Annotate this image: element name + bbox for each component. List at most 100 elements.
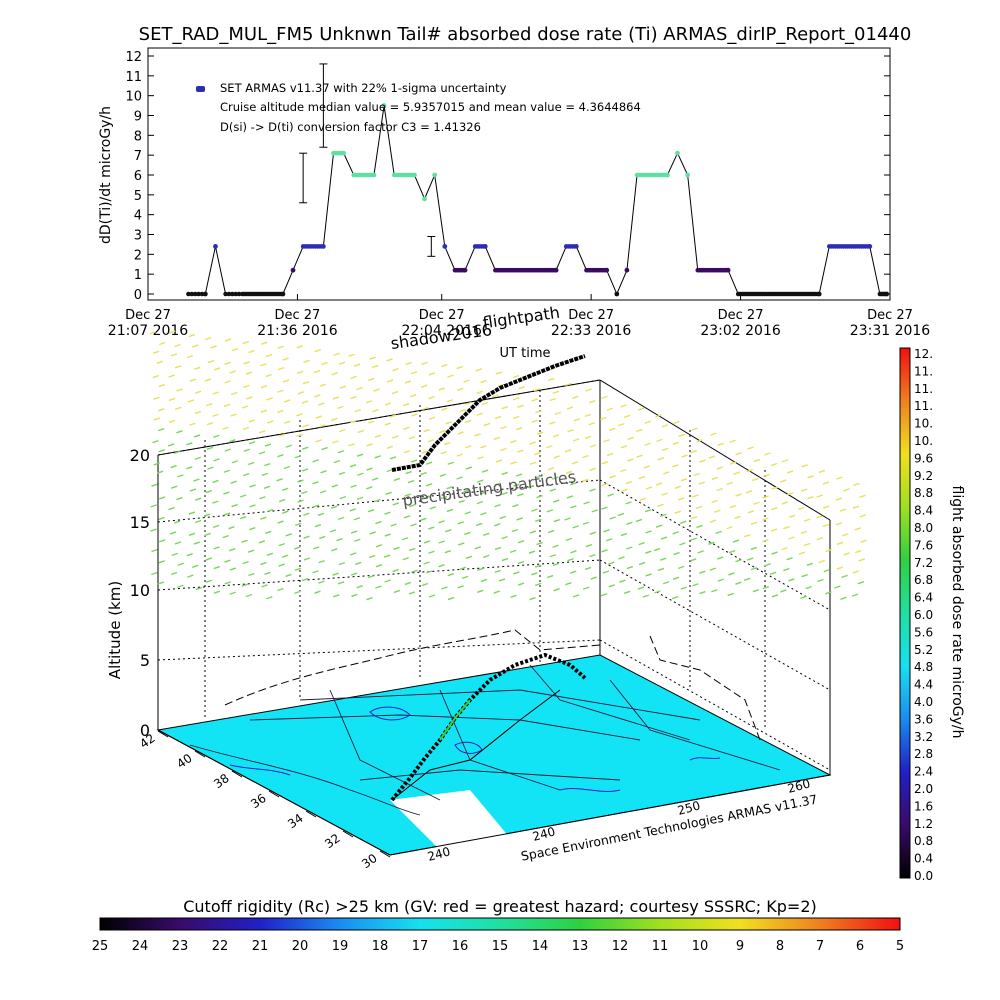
series-point bbox=[233, 291, 238, 297]
precip-dash bbox=[239, 516, 247, 520]
precip-dash bbox=[620, 468, 627, 473]
precip-dash bbox=[443, 441, 451, 446]
precip-dash bbox=[188, 532, 196, 536]
precip-dash bbox=[552, 562, 560, 567]
precip-dash bbox=[174, 343, 181, 348]
precip-dash bbox=[588, 422, 596, 426]
precip-dash bbox=[353, 517, 361, 521]
timeseries-x-axis-label: UT time bbox=[500, 346, 551, 361]
precip-dash bbox=[277, 366, 285, 371]
precip-dash bbox=[803, 518, 811, 522]
precip-dash bbox=[403, 426, 410, 430]
precip-dash bbox=[513, 396, 520, 401]
precip-dash bbox=[637, 586, 645, 590]
precip-dash bbox=[674, 485, 681, 489]
precip-dash bbox=[384, 402, 392, 406]
precip-dash bbox=[618, 422, 625, 427]
precip-dash bbox=[372, 408, 379, 413]
precip-dash bbox=[458, 499, 465, 504]
precip-dash bbox=[438, 564, 445, 568]
precip-dash bbox=[332, 440, 339, 444]
precip-dash bbox=[474, 433, 481, 437]
series-point bbox=[189, 291, 195, 297]
precip-dash bbox=[764, 452, 771, 456]
precip-dash bbox=[248, 441, 256, 445]
precip-dash bbox=[350, 552, 357, 556]
precip-dash bbox=[249, 527, 256, 531]
precip-dash bbox=[187, 574, 194, 578]
precip-dash bbox=[564, 517, 571, 521]
precip-dash bbox=[549, 488, 557, 492]
right-colorbar-tick: 8.4 bbox=[914, 504, 933, 518]
precip-dash bbox=[582, 478, 589, 483]
precip-dash bbox=[584, 413, 592, 418]
right-colorbar-tick: 1.6 bbox=[914, 799, 933, 813]
precip-dash bbox=[356, 386, 363, 391]
precip-dash bbox=[389, 456, 397, 460]
precip-dash bbox=[312, 504, 320, 508]
precip-dash bbox=[509, 549, 517, 554]
precip-dash bbox=[661, 424, 669, 428]
precip-dash bbox=[194, 456, 201, 460]
precip-dash bbox=[546, 445, 553, 449]
precip-dash bbox=[158, 383, 166, 388]
series-point bbox=[442, 244, 448, 249]
precip-dash bbox=[402, 403, 410, 407]
precip-dash bbox=[727, 592, 734, 597]
precip-dash bbox=[783, 567, 790, 572]
precip-dash bbox=[529, 597, 536, 601]
precip-dash bbox=[186, 354, 194, 359]
precip-dash bbox=[261, 584, 268, 588]
right-colorbar-tick: 6.8 bbox=[914, 573, 933, 587]
precip-dash bbox=[603, 529, 610, 533]
precip-dash bbox=[659, 513, 667, 518]
bottom-colorbar-tick: 14 bbox=[532, 939, 549, 954]
precip-dash bbox=[312, 459, 319, 463]
precip-dash bbox=[228, 526, 235, 530]
precip-dash bbox=[644, 420, 652, 424]
precip-dash bbox=[573, 438, 580, 442]
precip-dash bbox=[680, 478, 688, 482]
precip-dash bbox=[420, 517, 427, 521]
map-white-region bbox=[390, 790, 520, 860]
precip-dash bbox=[517, 449, 524, 453]
precip-dash bbox=[194, 366, 201, 370]
precip-dash bbox=[750, 546, 757, 551]
bottom-colorbar-tick: 7 bbox=[816, 939, 824, 954]
precip-dash bbox=[392, 568, 399, 573]
precip-dash bbox=[366, 443, 373, 447]
precip-dash bbox=[224, 581, 231, 585]
precip-dash bbox=[318, 580, 325, 584]
precip-dash bbox=[422, 406, 429, 411]
precip-dash bbox=[635, 518, 643, 523]
bottom-colorbar-tick: 9 bbox=[736, 939, 744, 954]
precip-dash bbox=[222, 534, 230, 539]
precip-dash bbox=[753, 458, 761, 463]
latitude-tick-mark bbox=[268, 790, 280, 798]
precip-dash bbox=[223, 491, 230, 495]
precip-dash bbox=[461, 575, 469, 580]
precip-dash bbox=[194, 410, 202, 415]
precip-dash bbox=[636, 428, 643, 433]
precip-dash bbox=[205, 579, 213, 583]
precip-dash bbox=[206, 446, 214, 450]
precip-dash bbox=[690, 537, 697, 541]
right-colorbar: 0.0 0.4 0.8 1.2 1.6 2.0 2.4 2.8 3.2 3.6 4.0 4.4 4.8 5… bbox=[899, 347, 965, 883]
precip-dash bbox=[350, 395, 357, 400]
precip-dash bbox=[260, 385, 268, 389]
precip-dash bbox=[477, 456, 484, 460]
precip-dash bbox=[501, 535, 508, 540]
precip-dash bbox=[787, 492, 794, 496]
precip-dash bbox=[735, 452, 742, 456]
precip-dash bbox=[348, 353, 355, 357]
precip-dash bbox=[339, 495, 347, 500]
precip-dash bbox=[567, 558, 574, 562]
right-colorbar-tick: 3.2 bbox=[914, 730, 933, 744]
right-colorbar-tick: 12. bbox=[914, 347, 933, 361]
precip-dash bbox=[258, 451, 266, 455]
precip-dash bbox=[177, 562, 184, 566]
precip-dash bbox=[584, 566, 592, 571]
precip-dash bbox=[771, 551, 778, 555]
precip-dash bbox=[243, 361, 250, 365]
precip-dash bbox=[697, 550, 704, 554]
